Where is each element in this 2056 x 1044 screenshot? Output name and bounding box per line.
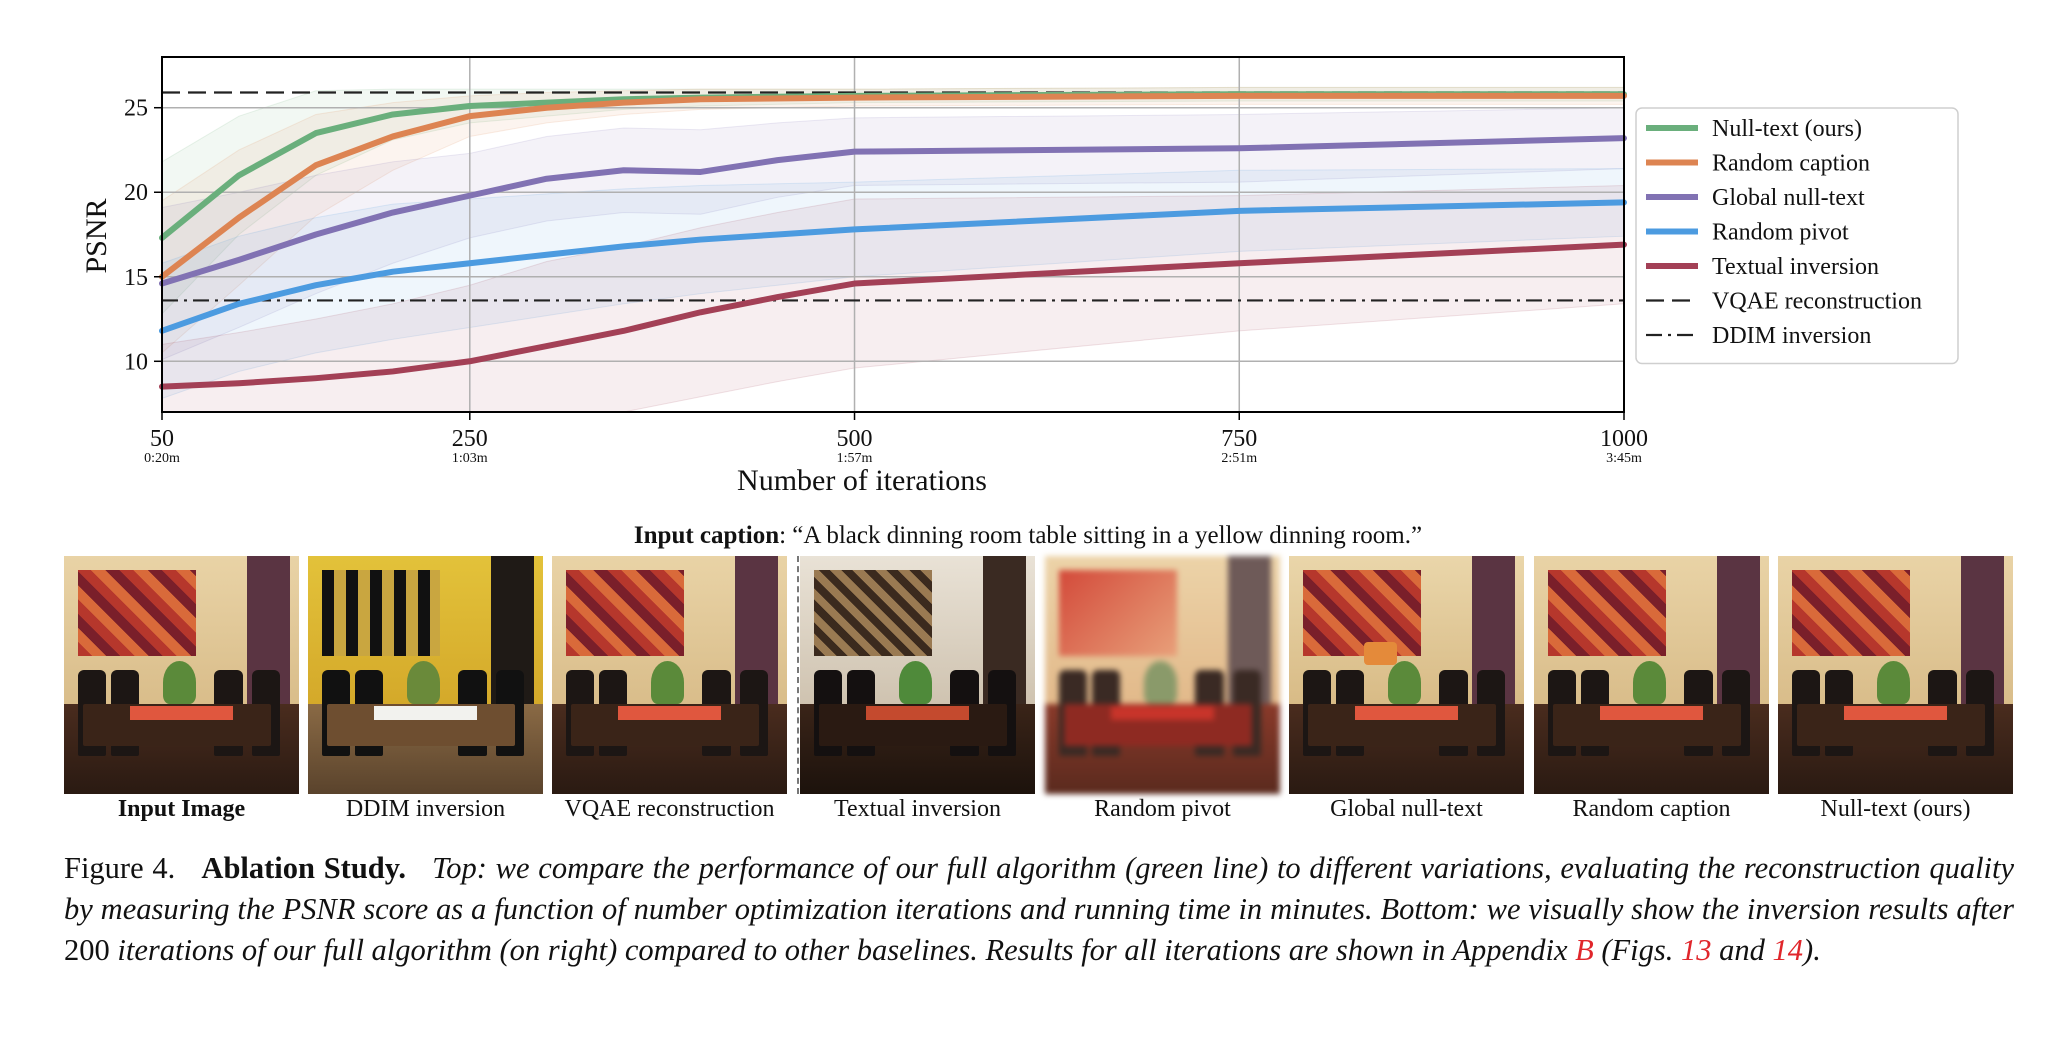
x-tick-time-label: 0:20m (144, 451, 180, 466)
caption-text-4: ). (1803, 933, 1821, 967)
x-tick-label: 1000 (1600, 426, 1648, 452)
appendix-link[interactable]: B (1575, 933, 1594, 967)
image-label: Textual inversion (834, 796, 1001, 822)
caption-iterations-number: 200 (64, 933, 110, 967)
image-label: DDIM inversion (345, 796, 506, 822)
figure-13-link[interactable]: 13 (1681, 933, 1712, 967)
figure-title: Ablation Study. (201, 851, 406, 885)
legend-label: Global null-text (1712, 185, 1865, 211)
figure-14-link[interactable]: 14 (1772, 933, 1804, 967)
legend-label: Random caption (1712, 151, 1870, 177)
reference-lines (162, 91, 1624, 302)
series-line-2 (159, 135, 1627, 287)
image-label: Random pivot (1094, 796, 1231, 822)
legend-label: Textual inversion (1712, 254, 1879, 280)
legend-label: Random pivot (1712, 220, 1849, 246)
caption-text-2: iterations of our full algorithm (on rig… (117, 933, 1568, 967)
figure-number: Figure 4. (64, 851, 176, 885)
caption-and: and (1719, 933, 1765, 967)
series-lines (159, 91, 1627, 390)
y-tick-label: 15 (124, 265, 148, 291)
y-axis-label: PSNR (80, 198, 113, 273)
series-line-3 (159, 199, 1627, 334)
image-label: Null-text (ours) (1820, 796, 1971, 822)
series-line-1 (159, 92, 1627, 280)
input-caption-text: : “A black dinning room table sitting in… (779, 522, 1423, 549)
result-image (800, 556, 1035, 794)
x-tick-label: 250 (452, 426, 488, 452)
image-label: VQAE reconstruction (564, 796, 775, 822)
x-tick-time-label: 1:57m (837, 451, 873, 466)
result-image (552, 556, 787, 794)
x-axis-label: Number of iterations (737, 464, 987, 497)
y-tick-label: 10 (124, 349, 148, 375)
result-image (1289, 556, 1524, 794)
legend-box (1635, 107, 1959, 365)
caption-text-1: Top: we compare the performance of our f… (64, 851, 2015, 926)
y-tick-label: 20 (124, 180, 148, 206)
x-tick-time-label: 1:03m (452, 451, 488, 466)
result-image (1778, 556, 2013, 794)
x-tick-label: 500 (837, 426, 873, 452)
caption-text-3: (Figs. (1601, 933, 1674, 967)
result-image-strip: Input Image DDIM inversion VQAE reconstruc… (0, 556, 2056, 822)
result-image (1534, 556, 1769, 794)
result-image (64, 556, 299, 794)
plot-frame (161, 56, 1625, 413)
x-tick-label: 50 (150, 426, 174, 452)
confidence-bands (161, 86, 1625, 413)
image-label: Random caption (1572, 796, 1731, 822)
series-line-4 (159, 241, 1627, 390)
input-caption-label: Input caption (633, 522, 780, 549)
panel-divider (797, 556, 799, 794)
chart-legend: Null-text (ours) Random caption Global nul… (1635, 107, 1959, 365)
image-label: Global null-text (1330, 796, 1483, 822)
legend-label: Null-text (ours) (1712, 116, 1862, 142)
figure-caption: Figure 4. Ablation Study. Top: we compar… (64, 848, 2014, 971)
x-tick-time-label: 3:45m (1606, 451, 1642, 466)
y-tick-label: 25 (124, 96, 148, 122)
legend-label: VQAE reconstruction (1712, 289, 1922, 315)
result-image (1045, 556, 1280, 794)
input-caption: Input caption: “A black dinning room tab… (0, 522, 2056, 550)
image-label: Input Image (117, 796, 246, 822)
legend-label: DDIM inversion (1712, 323, 1871, 349)
x-tick-label: 750 (1221, 426, 1257, 452)
result-image (308, 556, 543, 794)
x-tick-time-label: 2:51m (1221, 451, 1257, 466)
